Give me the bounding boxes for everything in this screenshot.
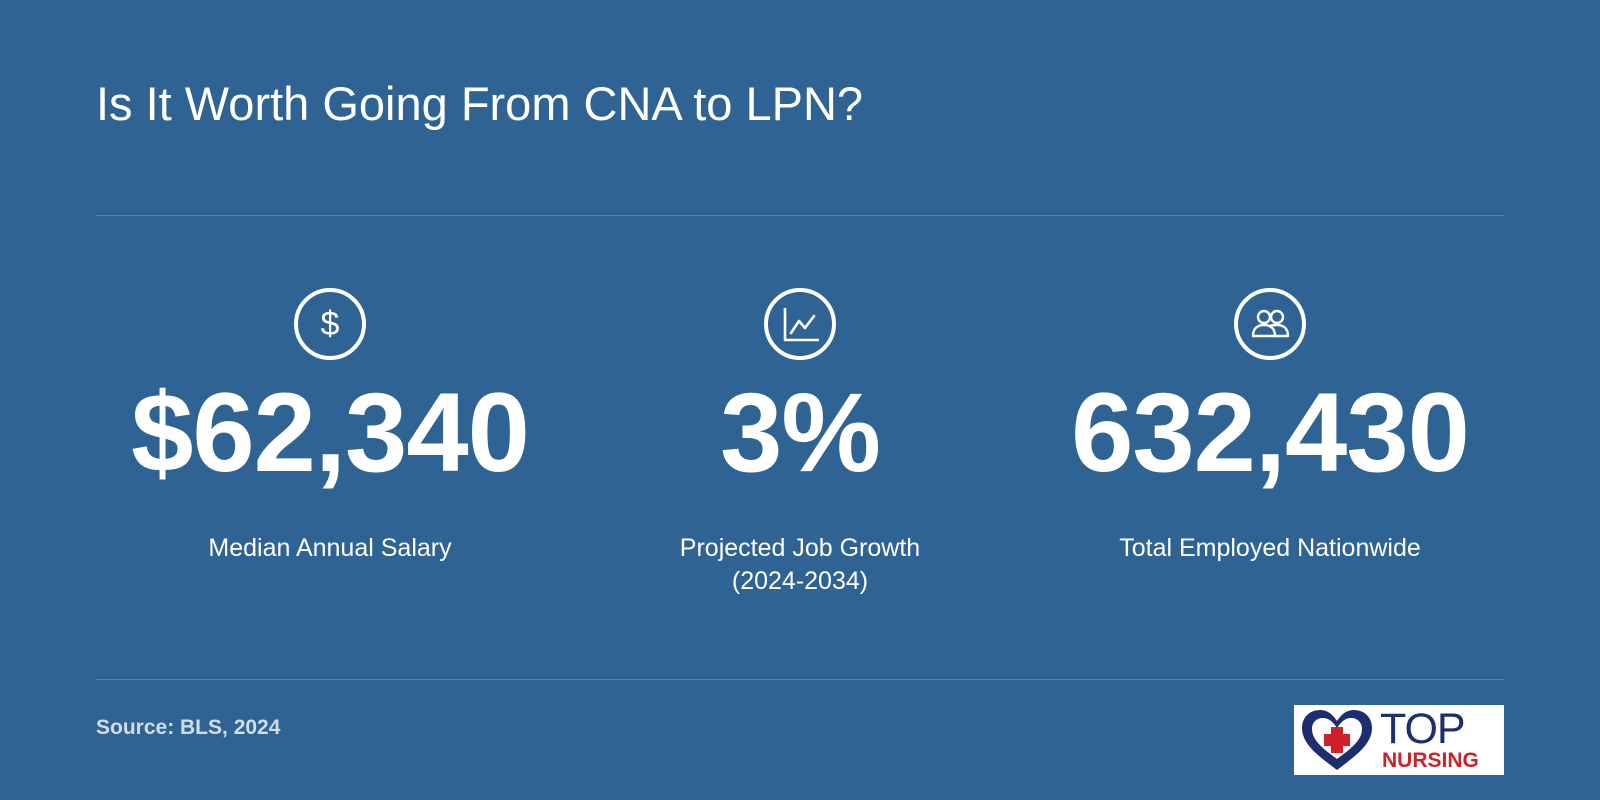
stat-value: $62,340 [131,370,530,495]
page-title: Is It Worth Going From CNA to LPN? [96,77,864,130]
stat-job-growth: 3% Projected Job Growth (2024-2034) [565,288,1035,598]
svg-text:$: $ [321,305,340,343]
stat-label-line: Projected Job Growth [679,534,921,562]
logo-text-bottom: NURSING [1382,749,1479,772]
stat-label-line: Total Employed Nationwide [1119,534,1421,562]
top-divider [96,215,1504,216]
stat-label: Median Annual Salary [95,532,565,565]
stat-value: 3% [720,370,881,495]
stat-label: Projected Job Growth (2024-2034) [565,532,1035,598]
bottom-divider [96,679,1504,680]
stat-label-line: (2024-2034) [731,567,869,595]
stat-total-employed: 632,430 Total Employed Nationwide [1035,288,1505,565]
stat-median-salary: $ $62,340 Median Annual Salary [95,288,565,565]
source-note: Source: BLS, 2024 [96,716,281,739]
logo-text-top: TOP [1380,705,1466,753]
people-icon [1234,288,1306,360]
stat-label-line: Median Annual Salary [208,534,452,562]
heart-cross-icon [1302,710,1372,770]
top-nursing-logo[interactable]: TOP NURSING [1294,705,1504,775]
stat-value: 632,430 [1071,370,1470,495]
dollar-icon: $ [294,288,366,360]
growth-chart-icon [764,288,836,360]
stat-label: Total Employed Nationwide [1035,532,1505,565]
